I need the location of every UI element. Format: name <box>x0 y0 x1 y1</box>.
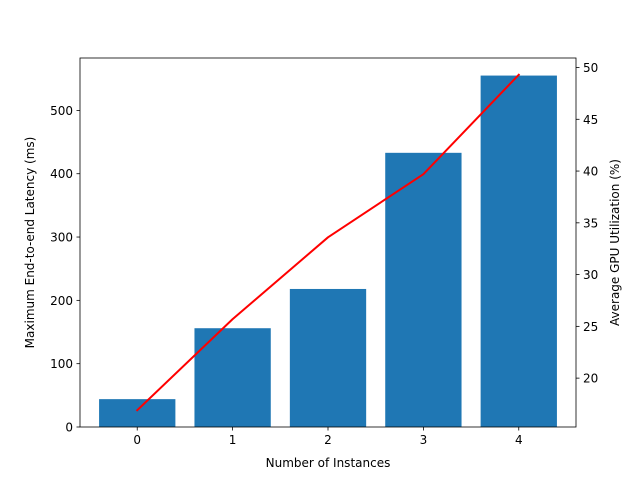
bar-2 <box>289 288 367 427</box>
left-y-tick-label-3: 300 <box>50 231 73 245</box>
x-tick-label-3: 3 <box>420 433 428 447</box>
x-tick-label-1: 1 <box>229 433 237 447</box>
left-y-tick-label-4: 400 <box>50 167 73 181</box>
bar-0 <box>99 399 176 427</box>
right-y-tick-label-4: 40 <box>583 165 598 179</box>
left-y-tick-label-2: 200 <box>50 294 73 308</box>
x-tick-label-2: 2 <box>324 433 332 447</box>
x-tick-label-4: 4 <box>515 433 523 447</box>
bar-4 <box>480 75 557 427</box>
left-y-tick-label-5: 500 <box>50 104 73 118</box>
left-y-tick-label-1: 100 <box>50 357 73 371</box>
right-y-axis-label: Average GPU Utilization (%) <box>608 159 622 326</box>
right-y-tick-label-3: 35 <box>583 216 598 230</box>
right-y-tick-label-0: 20 <box>583 372 598 386</box>
bar-3 <box>385 152 462 427</box>
left-y-axis-label: Maximum End-to-end Latency (ms) <box>23 137 37 349</box>
x-axis-label: Number of Instances <box>266 456 391 470</box>
right-y-tick-label-5: 45 <box>583 113 598 127</box>
right-y-tick-label-1: 25 <box>583 320 598 334</box>
right-y-tick-label-2: 30 <box>583 268 598 282</box>
left-y-tick-label-0: 0 <box>65 421 73 435</box>
bar-1 <box>194 328 271 427</box>
x-tick-label-0: 0 <box>133 433 141 447</box>
right-y-tick-label-6: 50 <box>583 61 598 75</box>
